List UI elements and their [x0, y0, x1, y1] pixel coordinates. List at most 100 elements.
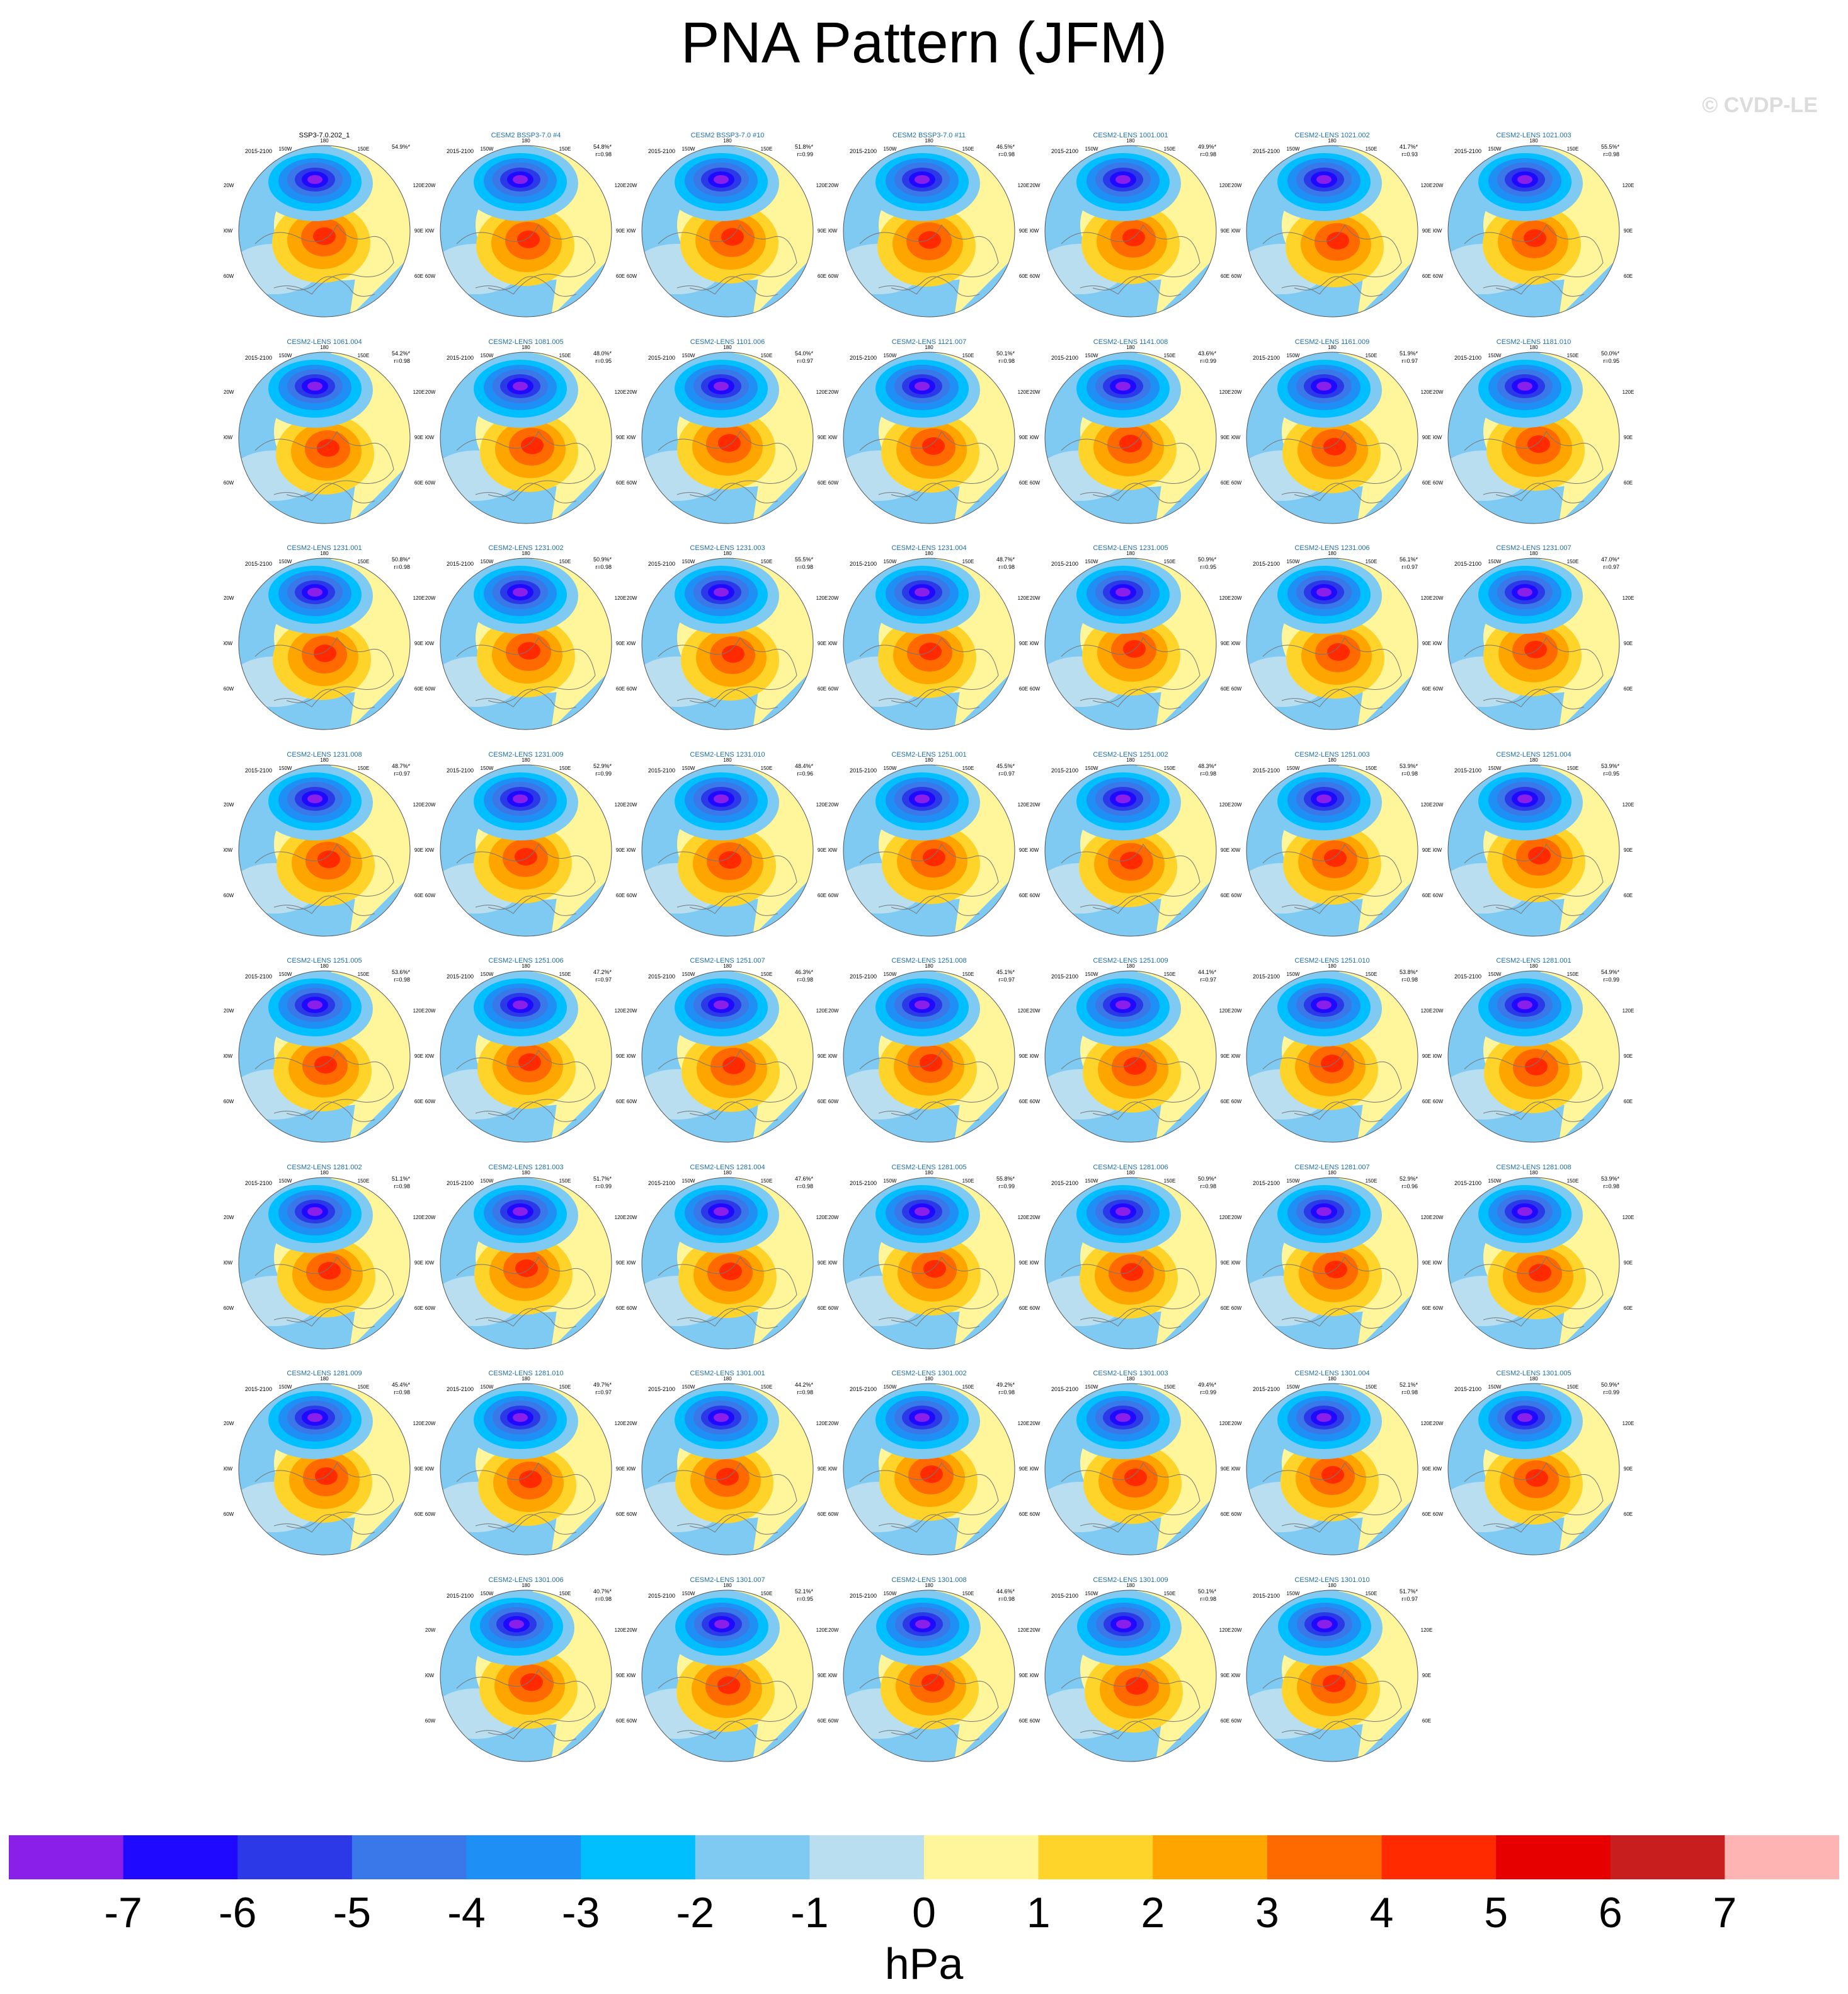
pattern-correlation: r=0.98 [998, 1389, 1015, 1395]
positive-anomaly [1124, 1057, 1146, 1075]
longitude-label: 60E [414, 686, 423, 692]
longitude-label: 90W [627, 1260, 636, 1266]
variance-explained: 50.1%* [1197, 1588, 1216, 1595]
variance-explained: 53.8%* [1399, 969, 1418, 975]
longitude-label: 90E [414, 1260, 423, 1266]
longitude-label: 120W [828, 1215, 839, 1220]
longitude-label: 90E [616, 228, 625, 234]
longitude-label: 150W [1287, 353, 1300, 358]
coastline [859, 1462, 999, 1533]
positive-anomaly [721, 228, 744, 246]
panel-period: 2015-2100 [1454, 1180, 1482, 1186]
map-panel: 180150W150E120W120E90W90E60W60E30W30E0CE… [224, 542, 425, 731]
map-panel: 180150W150E120W120E90W90E60W60E30W30E0CE… [1231, 336, 1433, 525]
longitude-label: 60W [1231, 1305, 1242, 1311]
negative-anomaly [513, 175, 528, 184]
map-panel: 180150W150E120W120E90W90E60W60E30W30E0CE… [627, 1161, 828, 1350]
longitude-label: 150W [884, 146, 897, 152]
longitude-label: 60W [1030, 1305, 1041, 1311]
negative-anomaly [915, 382, 930, 391]
longitude-label: 120E [1421, 1008, 1433, 1014]
negative-anomaly [509, 1620, 524, 1629]
variance-explained: 55.5%* [1600, 144, 1619, 150]
polar-map: 180150W150E120W120E90W90E60W60E30W30E0 [425, 1376, 626, 1556]
coastline [859, 1050, 999, 1120]
map-panel: 180150W150E120W120E90W90E60W60E30W30E0CE… [627, 542, 828, 731]
longitude-label: 150W [682, 971, 695, 977]
longitude-label: 180 [723, 757, 732, 763]
panel-variance: 45.4%* r=0.98 [381, 1381, 410, 1396]
panel-variance: 51.7%* r=0.97 [1389, 1588, 1418, 1603]
panel-variance: 54.9%* r=0.99 [1590, 968, 1619, 983]
variance-explained: 46.3%* [794, 969, 813, 975]
longitude-label: 150W [1287, 146, 1300, 152]
variance-explained: 56.1%* [1399, 556, 1418, 563]
longitude-label: 120E [1219, 1215, 1231, 1220]
variance-explained: 48.4%* [794, 763, 813, 769]
map-border [1044, 558, 1217, 730]
panel-period: 2015-2100 [245, 355, 273, 361]
polar-map: 180150W150E120W120E90W90E60W60E30W30E0 [627, 551, 828, 730]
longitude-label: 120E [1219, 1008, 1231, 1014]
longitude-label: 120E [413, 802, 425, 808]
longitude-label: 180 [1529, 551, 1538, 556]
longitude-label: 60W [425, 1511, 436, 1517]
coastline [859, 844, 999, 914]
panel-period: 2015-2100 [1051, 561, 1079, 567]
negative-anomaly [307, 588, 322, 597]
negative-anomaly [915, 1413, 930, 1422]
longitude-label: 180 [320, 345, 329, 350]
coastline [488, 1101, 577, 1122]
polar-map: 180150W150E120W120E90W90E60W60E30W30E0 [224, 138, 425, 318]
negative-anomaly [1517, 794, 1532, 803]
map-panel: 180150W150E120W120E90W90E60W60E30W30E0CE… [1433, 1161, 1634, 1350]
negative-anomaly [1517, 175, 1532, 184]
panel-title: CESM2-LENS 1251.003 [1294, 751, 1370, 759]
longitude-label: 60W [828, 686, 839, 692]
polar-map: 180150W150E120W120E90W90E60W60E30W30E0 [627, 757, 828, 937]
colorbar-segment [466, 1835, 581, 1879]
variance-explained: 48.7%* [391, 763, 410, 769]
map-border [1246, 352, 1418, 524]
longitude-label: 150E [559, 559, 571, 564]
longitude-label: 120W [828, 1421, 839, 1426]
longitude-label: 150W [481, 971, 494, 977]
longitude-label: 90E [1624, 641, 1633, 646]
panel-title: CESM2-LENS 1021.003 [1496, 132, 1571, 139]
longitude-label: 60W [425, 1305, 436, 1311]
longitude-label: 150W [279, 1384, 292, 1390]
panel-title: CESM2-LENS 1301.004 [1294, 1370, 1370, 1377]
longitude-label: 60E [616, 480, 625, 486]
longitude-label: 120W [1030, 183, 1041, 188]
positive-anomaly [515, 1259, 538, 1277]
coastline [1294, 1721, 1383, 1741]
map-panel: 180150W150E120W120E90W90E60W60E30W30E0CE… [425, 1574, 627, 1763]
longitude-label: 150E [559, 146, 571, 152]
longitude-label: 120W [1231, 802, 1242, 808]
negative-anomaly [714, 382, 729, 391]
longitude-label: 150E [962, 971, 974, 977]
longitude-label: 150E [761, 146, 773, 152]
colorbar-segment [1610, 1835, 1725, 1879]
panel-period: 2015-2100 [1454, 1386, 1482, 1392]
colorbar-tick-label: 2 [1141, 1889, 1165, 1937]
longitude-label: 60E [1221, 1305, 1229, 1311]
longitude-label: 150W [279, 1178, 292, 1184]
longitude-label: 150E [962, 559, 974, 564]
panel-period: 2015-2100 [648, 973, 676, 980]
panel-title: CESM2-LENS 1301.002 [891, 1370, 967, 1377]
coastline [488, 895, 577, 916]
longitude-label: 150E [559, 353, 571, 358]
pattern-correlation: r=0.98 [394, 1183, 410, 1189]
longitude-label: 150E [358, 1384, 370, 1390]
coastline [1092, 1308, 1182, 1329]
positive-anomaly [719, 1263, 742, 1280]
polar-map: 180150W150E120W120E90W90E60W60E30W30E0 [828, 345, 1029, 524]
polar-map: 180150W150E120W120E90W90E60W60E30W30E0 [1231, 757, 1432, 937]
longitude-label: 150W [1287, 1591, 1300, 1596]
variance-explained: 51.7%* [1399, 1588, 1418, 1595]
panel-variance: 52.9%* r=0.96 [1389, 1175, 1418, 1190]
panel-period: 2015-2100 [1253, 355, 1280, 361]
longitude-label: 60E [414, 893, 423, 898]
longitude-label: 120E [1623, 595, 1634, 601]
